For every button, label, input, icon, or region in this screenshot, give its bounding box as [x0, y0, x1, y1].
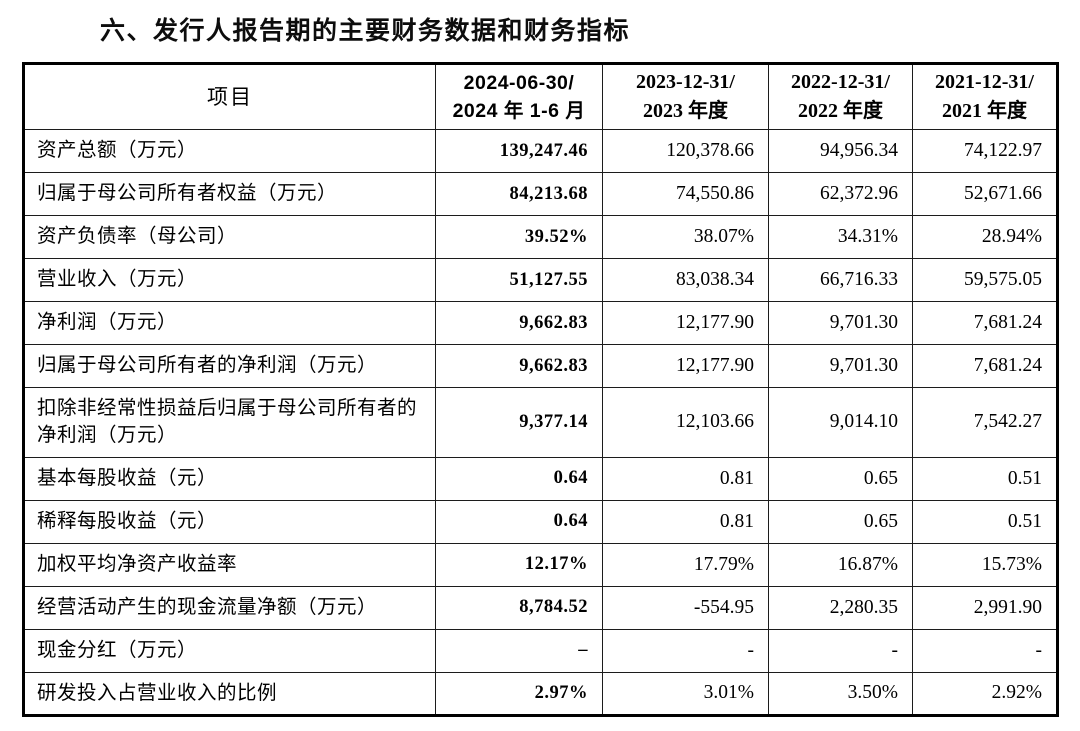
- row-label: 扣除非经常性损益后归属于母公司所有者的净利润（万元）: [23, 387, 436, 458]
- header-period-2024h1-date: 2024-06-30/: [463, 71, 575, 94]
- table-row: 稀释每股收益（元） 0.64 0.81 0.65 0.51: [23, 499, 1058, 544]
- cell-value-2022: 2,280.35: [768, 585, 913, 630]
- cell-value-2022: 9,014.10: [768, 387, 913, 458]
- page-title: 六、发行人报告期的主要财务数据和财务指标: [100, 17, 631, 45]
- cell-value-2024h1: 9,377.14: [435, 387, 603, 458]
- table-row: 基本每股收益（元） 0.64 0.81 0.65 0.51: [23, 456, 1058, 501]
- header-period-2024h1: 2024-06-30/ 2024 年 1-6 月: [435, 63, 603, 130]
- cell-value-2022: 3.50%: [768, 671, 913, 716]
- row-label: 研发投入占营业收入的比例: [23, 671, 436, 716]
- header-period-2023-range: 2023 年度: [643, 100, 728, 122]
- table-row: 营业收入（万元） 51,127.55 83,038.34 66,716.33 5…: [23, 258, 1058, 302]
- table-row: 归属于母公司所有者的净利润（万元） 9,662.83 12,177.90 9,7…: [23, 344, 1058, 388]
- table-header: 项目 2024-06-30/ 2024 年 1-6 月 2023-12-31/ …: [23, 63, 1058, 130]
- cell-value-2021: 28.94%: [912, 215, 1058, 259]
- cell-value-2023: 0.81: [602, 456, 769, 501]
- cell-value-2023: 12,177.90: [602, 344, 769, 388]
- table-body: 资产总额（万元） 139,247.46 120,378.66 94,956.34…: [23, 129, 1058, 716]
- row-label: 加权平均净资产收益率: [23, 542, 436, 587]
- cell-value-2021: 2,991.90: [912, 585, 1058, 630]
- row-label: 营业收入（万元）: [23, 258, 436, 302]
- table-row: 现金分红（万元） – - - -: [23, 628, 1058, 673]
- cell-value-2021: 52,671.66: [912, 172, 1058, 216]
- cell-value-2021: 59,575.05: [912, 258, 1058, 302]
- cell-value-2022: 94,956.34: [768, 129, 913, 173]
- cell-value-2024h1: 0.64: [435, 456, 603, 501]
- cell-value-2023: 12,103.66: [602, 387, 769, 458]
- cell-value-2024h1: 51,127.55: [435, 258, 603, 302]
- cell-value-2021: -: [912, 628, 1058, 673]
- row-label: 基本每股收益（元）: [23, 456, 436, 501]
- header-item: 项目: [23, 63, 436, 130]
- cell-value-2021: 2.92%: [912, 671, 1058, 716]
- header-period-2024h1-range: 2024 年 1-6 月: [452, 100, 586, 122]
- cell-value-2024h1: –: [435, 628, 603, 673]
- cell-value-2021: 7,681.24: [912, 301, 1058, 345]
- table-row: 净利润（万元） 9,662.83 12,177.90 9,701.30 7,68…: [23, 301, 1058, 345]
- cell-value-2024h1: 12.17%: [435, 542, 603, 587]
- cell-value-2021: 7,542.27: [912, 387, 1058, 458]
- cell-value-2024h1: 39.52%: [435, 215, 603, 259]
- cell-value-2021: 7,681.24: [912, 344, 1058, 388]
- cell-value-2022: 34.31%: [768, 215, 913, 259]
- row-label: 资产总额（万元）: [23, 129, 436, 173]
- cell-value-2023: 17.79%: [602, 542, 769, 587]
- cell-value-2024h1: 0.64: [435, 499, 603, 544]
- cell-value-2023: 83,038.34: [602, 258, 769, 302]
- cell-value-2021: 15.73%: [912, 542, 1058, 587]
- row-label: 归属于母公司所有者权益（万元）: [23, 172, 436, 216]
- header-period-2022: 2022-12-31/ 2022 年度: [768, 63, 913, 130]
- header-period-2022-date: 2022-12-31/: [791, 71, 890, 93]
- cell-value-2022: 0.65: [768, 456, 913, 501]
- cell-value-2022: 0.65: [768, 499, 913, 544]
- cell-value-2023: -: [602, 628, 769, 673]
- financial-table: 项目 2024-06-30/ 2024 年 1-6 月 2023-12-31/ …: [22, 62, 1059, 717]
- cell-value-2024h1: 139,247.46: [435, 129, 603, 173]
- header-period-2021: 2021-12-31/ 2021 年度: [912, 63, 1058, 130]
- cell-value-2021: 0.51: [912, 499, 1058, 544]
- header-period-2022-range: 2022 年度: [798, 100, 883, 122]
- cell-value-2023: 120,378.66: [602, 129, 769, 173]
- row-label: 净利润（万元）: [23, 301, 436, 345]
- table-row: 加权平均净资产收益率 12.17% 17.79% 16.87% 15.73%: [23, 542, 1058, 587]
- table-row: 扣除非经常性损益后归属于母公司所有者的净利润（万元） 9,377.14 12,1…: [23, 387, 1058, 458]
- cell-value-2024h1: 9,662.83: [435, 344, 603, 388]
- cell-value-2023: 38.07%: [602, 215, 769, 259]
- cell-value-2024h1: 8,784.52: [435, 585, 603, 630]
- row-label: 现金分红（万元）: [23, 628, 436, 673]
- row-label: 归属于母公司所有者的净利润（万元）: [23, 344, 436, 388]
- row-label: 稀释每股收益（元）: [23, 499, 436, 544]
- table-row: 资产负债率（母公司） 39.52% 38.07% 34.31% 28.94%: [23, 215, 1058, 259]
- cell-value-2022: 66,716.33: [768, 258, 913, 302]
- cell-value-2022: -: [768, 628, 913, 673]
- cell-value-2021: 74,122.97: [912, 129, 1058, 173]
- table-row: 经营活动产生的现金流量净额（万元） 8,784.52 -554.95 2,280…: [23, 585, 1058, 630]
- cell-value-2023: 12,177.90: [602, 301, 769, 345]
- cell-value-2023: 0.81: [602, 499, 769, 544]
- cell-value-2024h1: 9,662.83: [435, 301, 603, 345]
- cell-value-2022: 62,372.96: [768, 172, 913, 216]
- header-period-2023: 2023-12-31/ 2023 年度: [602, 63, 769, 130]
- cell-value-2023: 3.01%: [602, 671, 769, 716]
- table-row: 研发投入占营业收入的比例 2.97% 3.01% 3.50% 2.92%: [23, 671, 1058, 716]
- cell-value-2023: -554.95: [602, 585, 769, 630]
- cell-value-2024h1: 2.97%: [435, 671, 603, 716]
- cell-value-2022: 9,701.30: [768, 344, 913, 388]
- row-label: 资产负债率（母公司）: [23, 215, 436, 259]
- cell-value-2024h1: 84,213.68: [435, 172, 603, 216]
- header-row: 项目 2024-06-30/ 2024 年 1-6 月 2023-12-31/ …: [23, 63, 1058, 130]
- cell-value-2022: 9,701.30: [768, 301, 913, 345]
- cell-value-2022: 16.87%: [768, 542, 913, 587]
- cell-value-2021: 0.51: [912, 456, 1058, 501]
- header-period-2021-range: 2021 年度: [942, 100, 1027, 122]
- header-period-2023-date: 2023-12-31/: [636, 71, 735, 93]
- table-row: 归属于母公司所有者权益（万元） 84,213.68 74,550.86 62,3…: [23, 172, 1058, 216]
- cell-value-2023: 74,550.86: [602, 172, 769, 216]
- table-row: 资产总额（万元） 139,247.46 120,378.66 94,956.34…: [23, 129, 1058, 173]
- header-period-2021-date: 2021-12-31/: [935, 71, 1034, 93]
- row-label: 经营活动产生的现金流量净额（万元）: [23, 585, 436, 630]
